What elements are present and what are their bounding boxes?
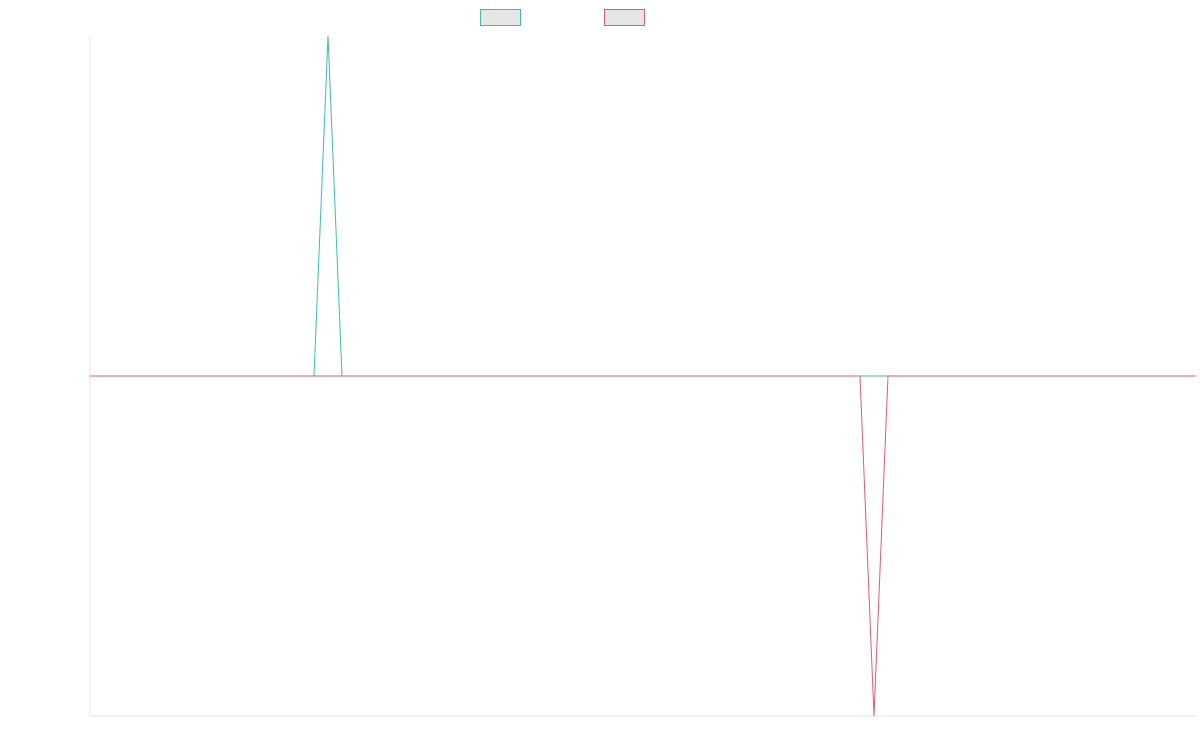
legend-item-1[interactable] xyxy=(480,9,521,26)
series-line-1 xyxy=(90,35,1196,377)
legend-swatch-2 xyxy=(604,9,645,26)
series-layer xyxy=(90,35,1196,717)
legend-swatch-1 xyxy=(480,9,521,26)
legend-item-2[interactable] xyxy=(604,9,645,26)
series-line-2 xyxy=(90,375,1196,717)
legend xyxy=(480,9,645,26)
